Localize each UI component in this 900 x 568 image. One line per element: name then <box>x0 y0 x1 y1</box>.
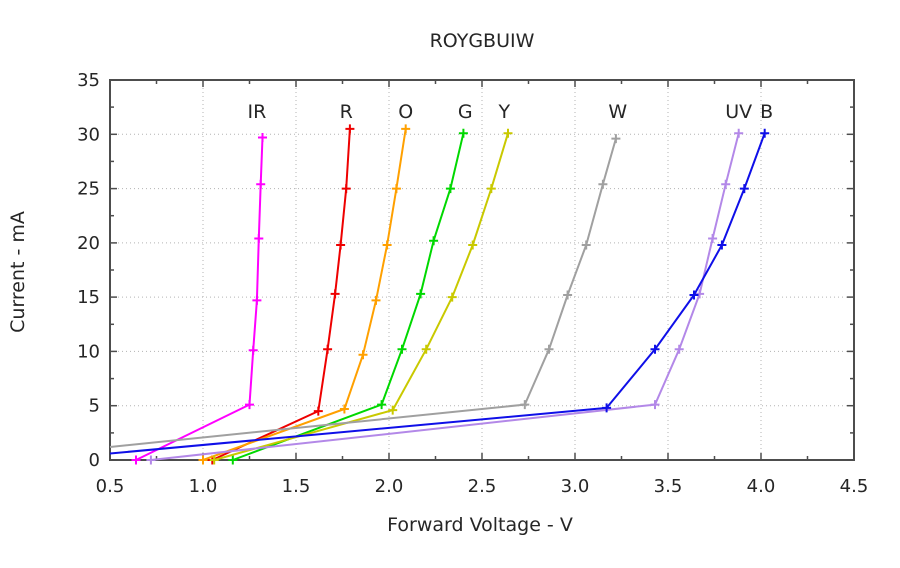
y-tick-label: 10 <box>77 341 100 362</box>
series-UV-line <box>150 132 740 461</box>
y-tick-label: 0 <box>89 450 100 471</box>
y-tick-label: 30 <box>77 124 100 145</box>
series-O-markers <box>198 124 411 465</box>
series-UV-label: UV <box>725 101 752 123</box>
y-tick-label: 20 <box>77 233 100 254</box>
x-tick-label: 2.0 <box>375 476 404 497</box>
series-B-markers <box>602 128 770 413</box>
x-axis-label: Forward Voltage - V <box>387 514 573 536</box>
series-G-label: G <box>458 101 473 123</box>
x-tick-label: 4.5 <box>840 476 869 497</box>
series-IR-line <box>135 137 264 461</box>
series-Y-label: Y <box>497 101 510 123</box>
plot-area: 0.5 1.0 1.5 2.0 2.5 3.0 3.5 4.0 4.5 0 5 10 15 20 25 30 3… <box>77 70 868 497</box>
chart-title: ROYGBUIW <box>430 30 535 52</box>
y-tick-label: 35 <box>77 70 100 91</box>
x-tick-label: 3.0 <box>561 476 590 497</box>
x-tick-label: 1.0 <box>189 476 218 497</box>
series-O-line <box>202 128 407 461</box>
series-W-markers <box>520 134 621 410</box>
series-IR-label: IR <box>247 101 266 123</box>
series-UV-markers <box>146 128 744 465</box>
x-tick-label: 4.0 <box>747 476 776 497</box>
x-tick-label: 1.5 <box>282 476 311 497</box>
y-tick-label: 15 <box>77 287 100 308</box>
y-axis-label: Current - mA <box>7 211 29 333</box>
y-tick-label: 25 <box>77 179 100 200</box>
series-W-label: W <box>608 101 627 123</box>
series-IR-markers <box>131 133 267 465</box>
series-G-markers <box>228 128 468 465</box>
x-tick-label: 0.5 <box>96 476 125 497</box>
series-R-label: R <box>340 101 353 123</box>
y-tick-label: 5 <box>89 396 100 417</box>
series-B-label: B <box>760 101 773 123</box>
x-tick-label: 3.5 <box>654 476 683 497</box>
series-O-label: O <box>398 101 413 123</box>
series-R-line <box>211 128 351 461</box>
x-tick-label: 2.5 <box>468 476 497 497</box>
series-G-line <box>232 132 465 461</box>
series-Y-markers <box>209 128 513 465</box>
series-W-line <box>109 138 617 448</box>
